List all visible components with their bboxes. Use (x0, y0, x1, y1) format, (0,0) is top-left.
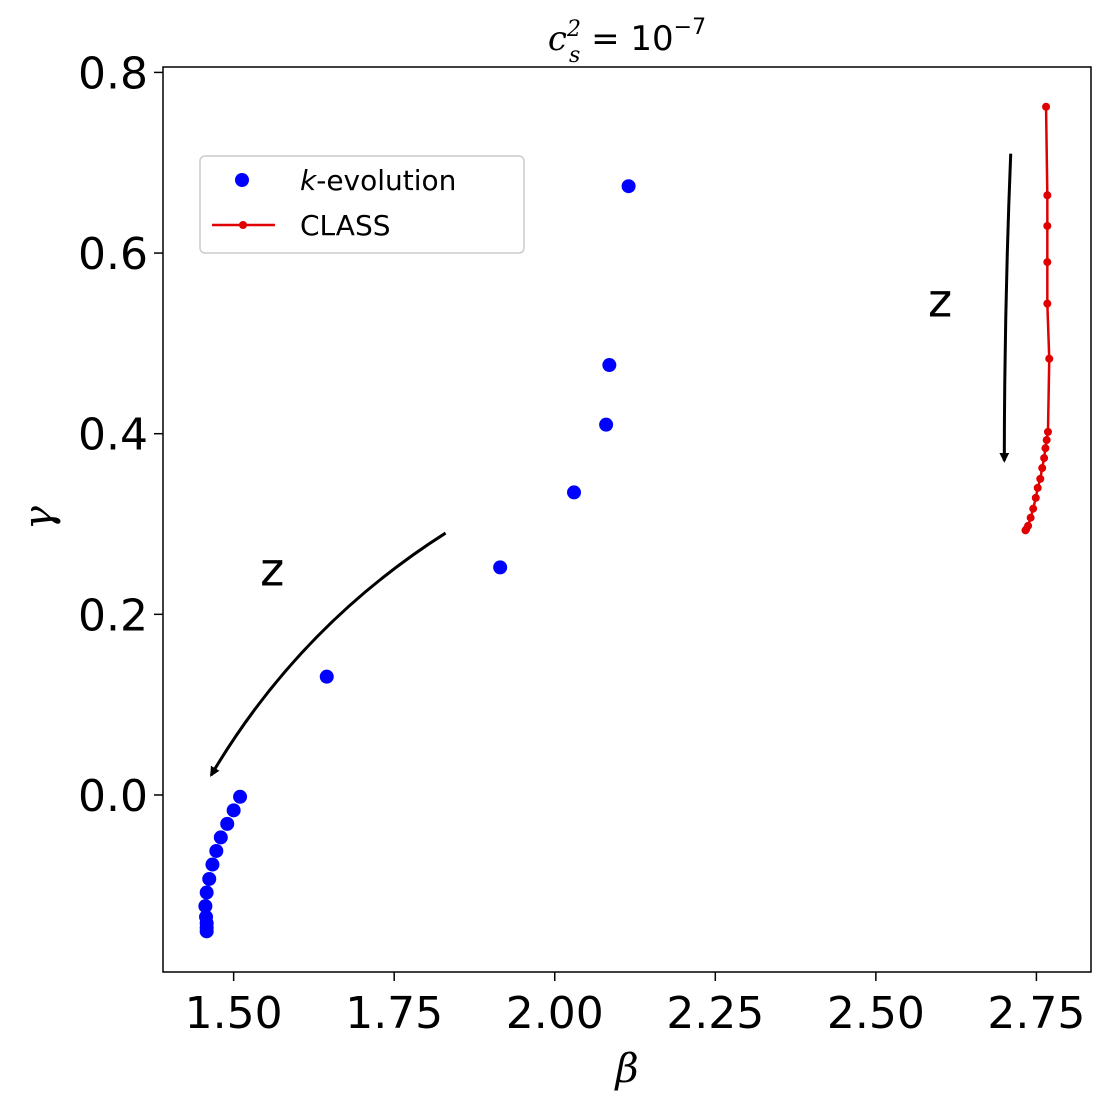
y-axis: 0.0 0.2 0.4 0.6 0.8 (78, 48, 163, 822)
legend-label-k-evolution: k-evolution (300, 164, 456, 197)
k-evolution-point (226, 803, 241, 818)
k-evolution-point (198, 899, 213, 914)
legend-box (199, 155, 525, 254)
legend-marker-class (239, 221, 247, 229)
k-evolution-point (621, 179, 636, 194)
class-point (1042, 436, 1051, 445)
k-evolution-point (209, 843, 224, 858)
class-point (1043, 258, 1052, 267)
class-point (1041, 444, 1050, 453)
class-point (1036, 474, 1045, 483)
chart-title: c2 s = 10−7 (548, 15, 706, 68)
x-tick-label: 2.00 (506, 988, 604, 1039)
arrow-lower (209, 531, 447, 777)
class-point (1045, 354, 1054, 363)
class-point (1033, 483, 1042, 492)
annotation-arrows (209, 153, 1013, 777)
k-evolution-point (202, 871, 217, 886)
class-point (1042, 102, 1051, 111)
plot-area-frame (162, 66, 1092, 973)
k-evolution-point (213, 830, 228, 845)
y-tick-label: 0.0 (78, 771, 148, 822)
x-axis-label: β (613, 1046, 638, 1092)
class-point (1021, 526, 1030, 535)
x-axis: 1.50 1.75 2.00 2.25 2.50 2.75 (185, 972, 1085, 1039)
class-point (1031, 493, 1040, 502)
x-tick-label: 2.25 (666, 988, 764, 1039)
legend-label-class: CLASS (300, 209, 391, 242)
class-point (1043, 191, 1052, 200)
y-tick-label: 0.6 (78, 229, 148, 280)
k-evolution-point (199, 924, 214, 939)
data-series (198, 102, 1054, 939)
class-point (1043, 221, 1052, 230)
class-point (1040, 454, 1049, 463)
k-evolution-point (199, 885, 214, 900)
k-evolution-point (567, 485, 582, 500)
class-point (1029, 504, 1038, 513)
k-evolution-point (493, 560, 508, 575)
legend-marker-k-evolution (235, 173, 249, 187)
x-tick-label: 1.50 (185, 988, 283, 1039)
x-tick-label: 2.75 (987, 988, 1085, 1039)
y-tick-label: 0.8 (78, 48, 148, 99)
class-point (1043, 427, 1052, 436)
series-class (1021, 102, 1054, 535)
k-evolution-point (220, 816, 235, 831)
class-point (1043, 299, 1052, 308)
x-tick-label: 2.50 (827, 988, 925, 1039)
class-point (1026, 513, 1035, 522)
k-evolution-point (205, 857, 220, 872)
legend: k-evolution CLASS (199, 155, 525, 254)
k-evolution-point (233, 789, 248, 804)
annotation-z-upper: z (928, 273, 952, 327)
series-k-evolution (198, 179, 636, 939)
k-evolution-point (319, 669, 334, 684)
y-axis-label: γ (16, 506, 62, 530)
arrow-upper (999, 153, 1013, 463)
y-tick-label: 0.2 (78, 590, 148, 641)
y-tick-label: 0.4 (78, 410, 148, 461)
k-evolution-point (599, 417, 614, 432)
annotation-z-lower: z (260, 542, 284, 596)
k-evolution-point (602, 358, 617, 373)
x-tick-label: 1.75 (345, 988, 443, 1039)
class-point (1038, 464, 1047, 473)
